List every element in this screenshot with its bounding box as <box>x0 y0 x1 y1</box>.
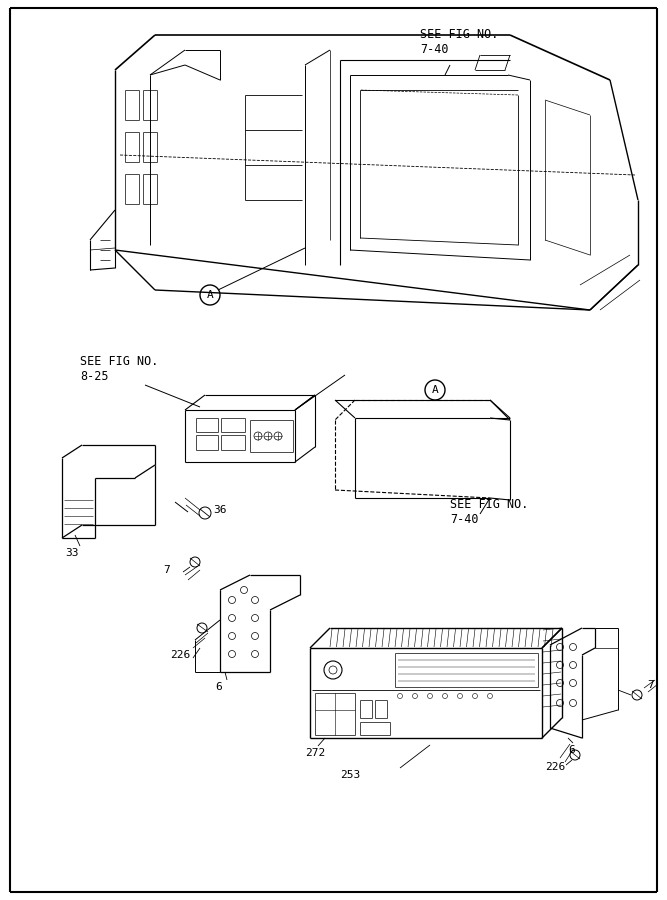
Circle shape <box>556 680 564 687</box>
Circle shape <box>556 644 564 651</box>
Circle shape <box>570 662 576 669</box>
Circle shape <box>488 694 492 698</box>
Circle shape <box>556 699 564 707</box>
Text: 36: 36 <box>213 505 227 515</box>
Circle shape <box>229 633 235 640</box>
Circle shape <box>442 694 448 698</box>
Circle shape <box>472 694 478 698</box>
Circle shape <box>570 680 576 687</box>
Circle shape <box>425 380 445 400</box>
Circle shape <box>251 633 259 640</box>
Circle shape <box>556 662 564 669</box>
Text: SEE FIG NO.
7-40: SEE FIG NO. 7-40 <box>450 498 528 526</box>
Text: 6: 6 <box>215 682 221 692</box>
Circle shape <box>329 666 337 674</box>
Text: A: A <box>432 385 438 395</box>
Circle shape <box>570 699 576 707</box>
Text: 226: 226 <box>545 762 565 772</box>
Circle shape <box>229 597 235 604</box>
Circle shape <box>458 694 462 698</box>
Text: 272: 272 <box>305 748 325 758</box>
Text: 7: 7 <box>647 680 654 690</box>
Text: 6: 6 <box>568 745 575 755</box>
Text: A: A <box>207 290 213 300</box>
Circle shape <box>398 694 402 698</box>
Circle shape <box>190 557 200 567</box>
Text: 253: 253 <box>340 770 360 780</box>
Text: 7: 7 <box>163 565 169 575</box>
Circle shape <box>412 694 418 698</box>
Circle shape <box>199 507 211 519</box>
Circle shape <box>254 432 262 440</box>
Text: 33: 33 <box>65 548 79 558</box>
Circle shape <box>570 750 580 760</box>
Circle shape <box>632 690 642 700</box>
Circle shape <box>197 623 207 633</box>
Circle shape <box>251 597 259 604</box>
Circle shape <box>264 432 272 440</box>
Circle shape <box>229 651 235 658</box>
Text: 226: 226 <box>170 650 190 660</box>
Text: SEE FIG NO.
7-40: SEE FIG NO. 7-40 <box>420 28 498 56</box>
Circle shape <box>200 285 220 305</box>
Circle shape <box>570 644 576 651</box>
Circle shape <box>251 615 259 622</box>
Text: SEE FIG NO.
8-25: SEE FIG NO. 8-25 <box>80 355 158 383</box>
Circle shape <box>229 615 235 622</box>
Circle shape <box>274 432 282 440</box>
Circle shape <box>251 651 259 658</box>
Circle shape <box>324 661 342 679</box>
Circle shape <box>428 694 432 698</box>
Circle shape <box>241 587 247 593</box>
